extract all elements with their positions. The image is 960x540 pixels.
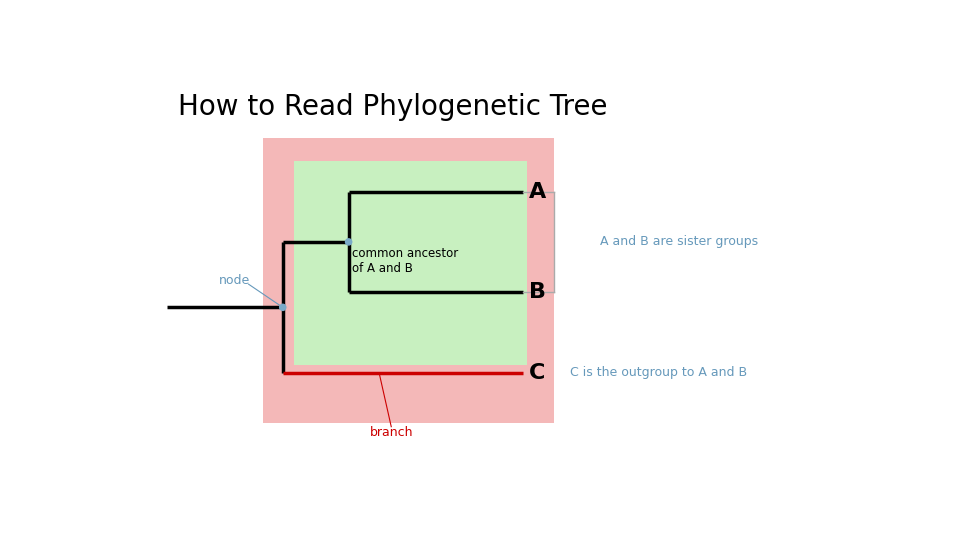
Circle shape — [279, 304, 286, 310]
Text: common ancestor
of A and B: common ancestor of A and B — [352, 247, 459, 275]
Text: B: B — [529, 282, 546, 302]
Text: branch: branch — [370, 427, 413, 440]
Text: C is the outgroup to A and B: C is the outgroup to A and B — [569, 366, 747, 379]
Circle shape — [346, 239, 351, 245]
Text: C: C — [529, 363, 545, 383]
Text: A and B are sister groups: A and B are sister groups — [601, 235, 758, 248]
Bar — [295, 161, 527, 365]
Text: How to Read Phylogenetic Tree: How to Read Phylogenetic Tree — [179, 93, 608, 121]
Text: node: node — [219, 274, 251, 287]
Text: A: A — [529, 182, 546, 202]
Bar — [263, 138, 554, 423]
